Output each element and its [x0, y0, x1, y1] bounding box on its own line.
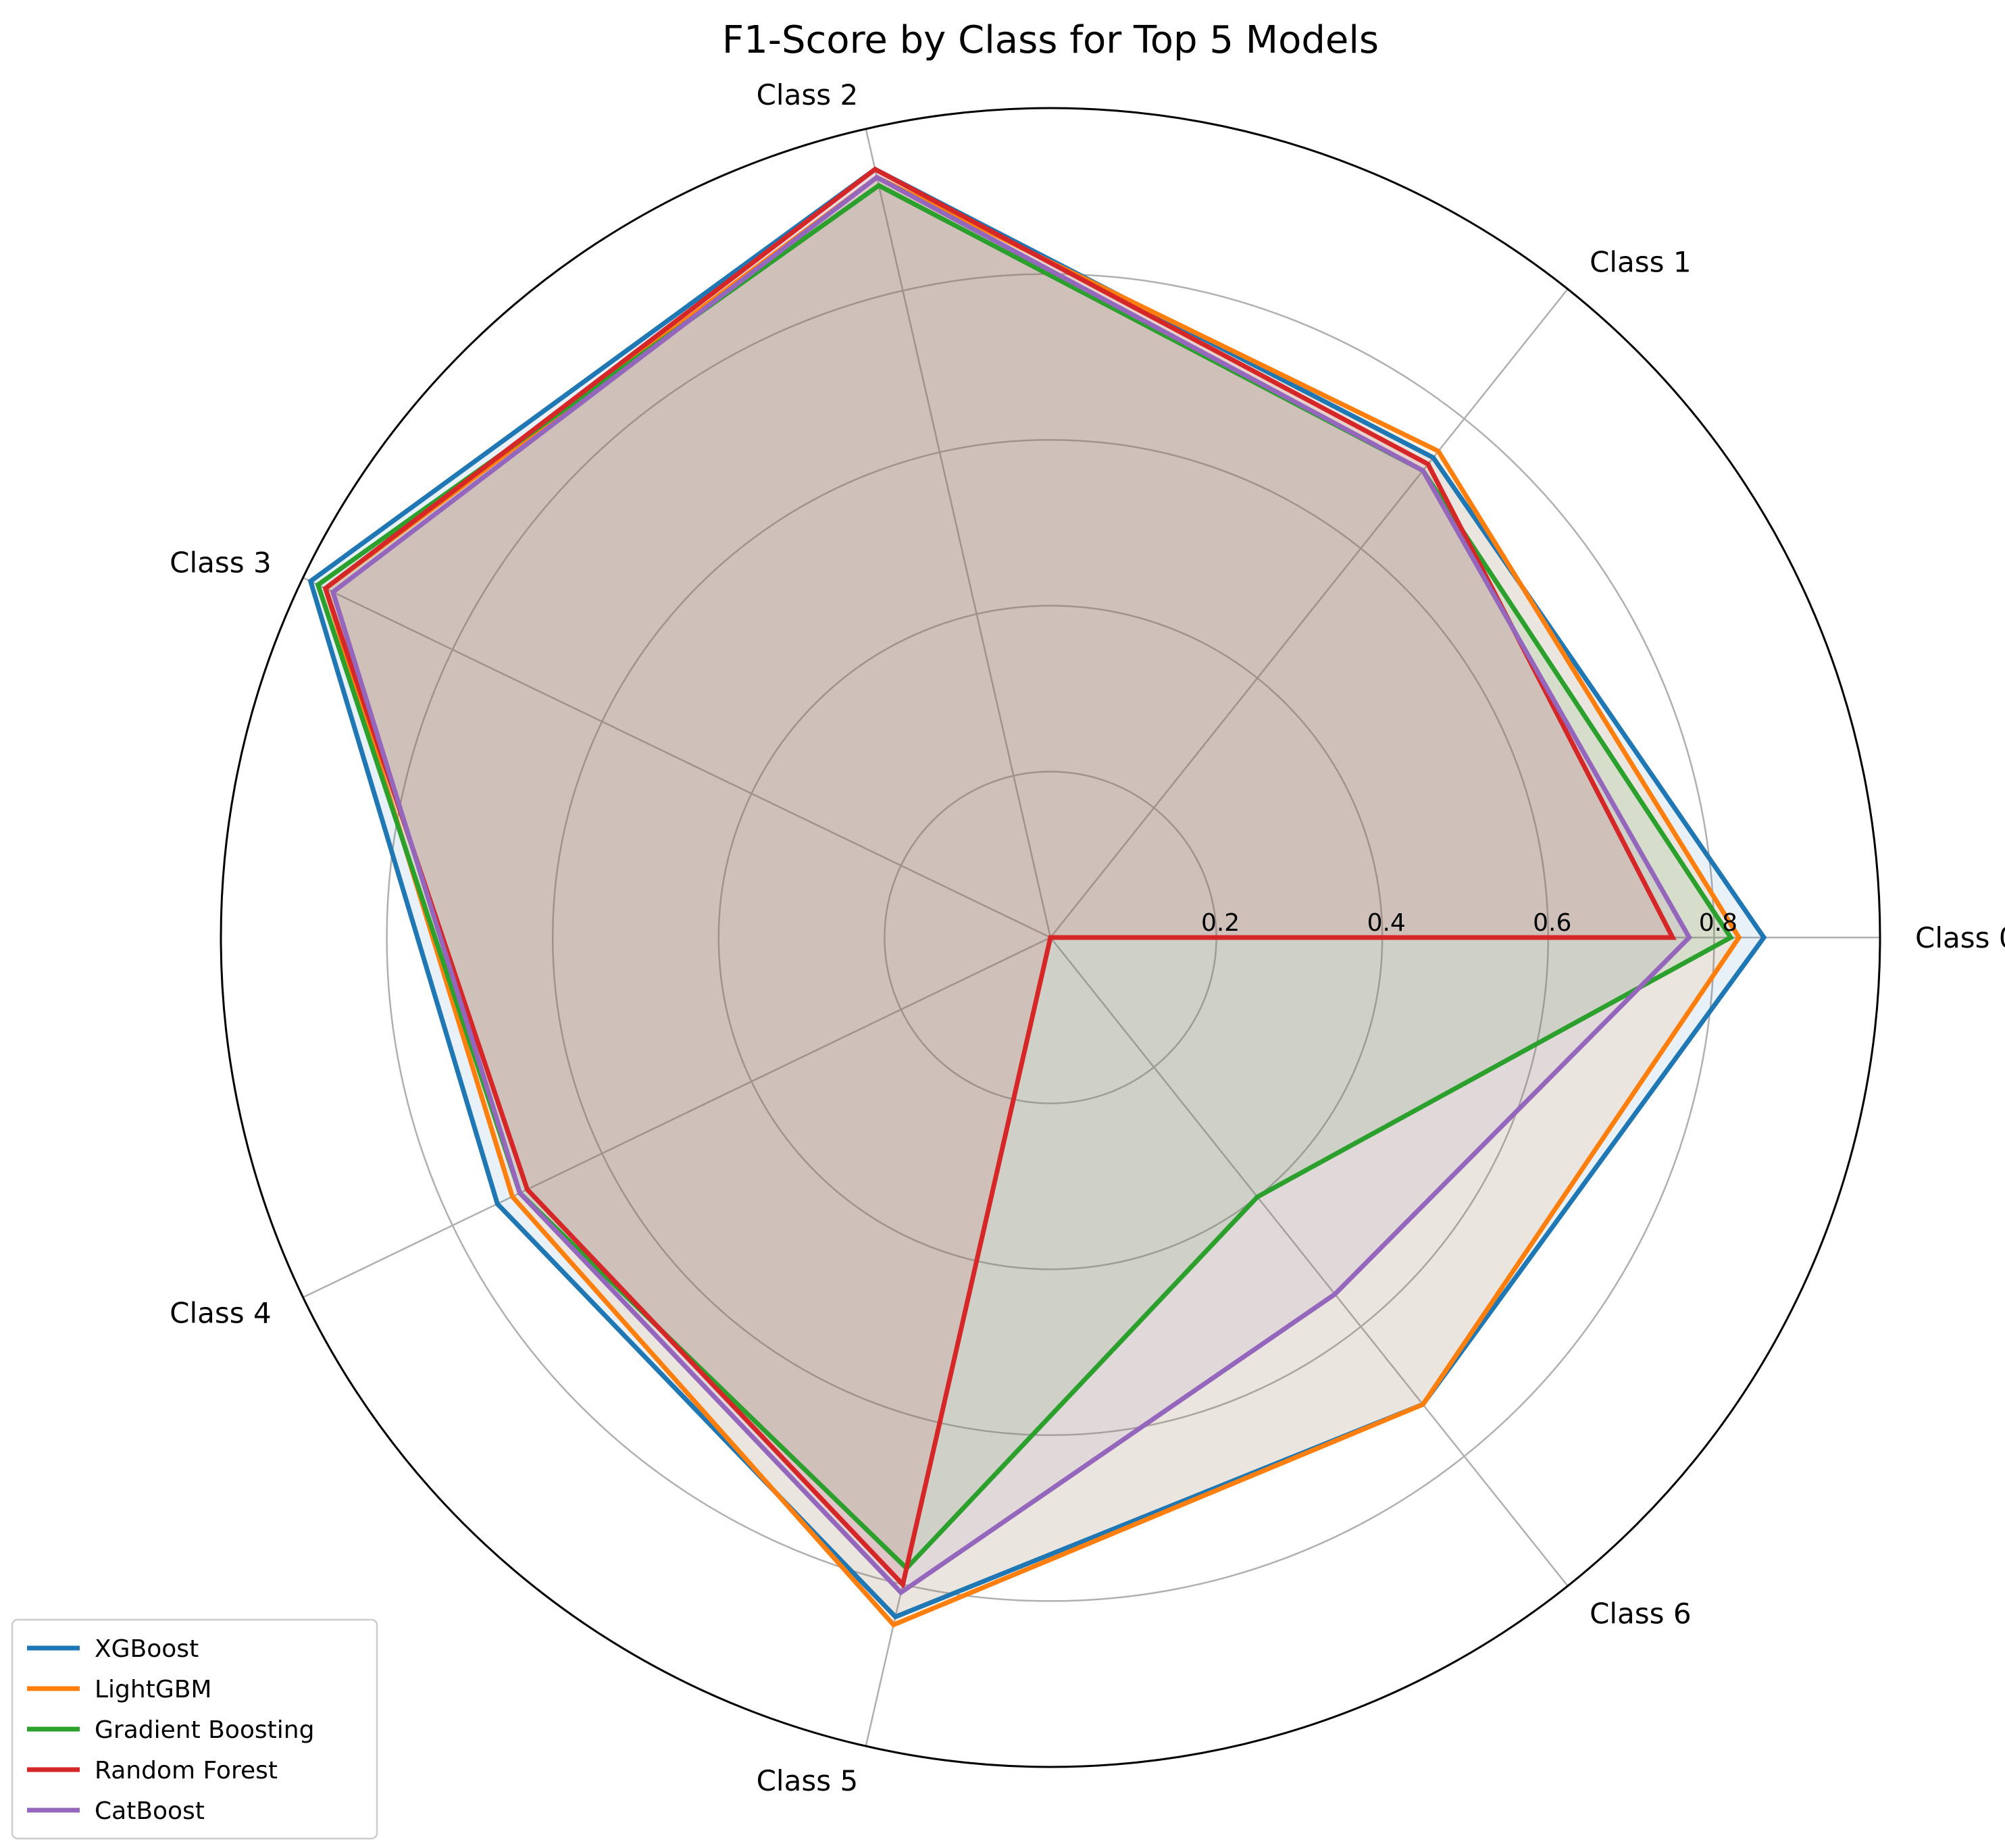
radial-tick-label: 0.4 — [1367, 909, 1406, 937]
spoke-3 — [303, 577, 1051, 939]
series-fill-1 — [325, 177, 1740, 1625]
radar-series — [307, 166, 1767, 1628]
category-label: Class 4 — [170, 1296, 272, 1329]
legend: XGBoost LightGBM Gradient Boosting Random F… — [11, 1618, 378, 1840]
legend-label-2: Gradient Boosting — [95, 1716, 314, 1744]
category-label: Class 3 — [170, 546, 272, 580]
series-line-4 — [330, 174, 1692, 1596]
chart-title: F1-Score by Class for Top 5 Models — [722, 18, 1379, 62]
outer-frame — [220, 107, 1881, 1768]
category-label: Class 1 — [1590, 245, 1692, 278]
radar-labels: 0.2 0.4 0.6 0.8 Class 0 Class 1 Class 2 Class 3… — [170, 78, 2005, 1797]
legend-box — [11, 1618, 378, 1840]
category-label: Class 6 — [1590, 1597, 1692, 1631]
radial-tick-label: 0.6 — [1533, 909, 1571, 937]
series-fill-3 — [325, 169, 1673, 1585]
radial-tick-label: 0.2 — [1201, 909, 1240, 937]
series-fill-0 — [310, 169, 1765, 1617]
legend-label-3: Random Forest — [95, 1757, 278, 1785]
series-fill-4 — [332, 177, 1690, 1593]
category-label: Class 2 — [757, 78, 859, 111]
spoke-4 — [303, 936, 1051, 1298]
radial-tick-label: 0.8 — [1699, 909, 1737, 937]
spoke-1 — [1050, 288, 1569, 938]
legend-label-4: CatBoost — [95, 1797, 205, 1825]
series-fill-2 — [318, 185, 1731, 1568]
spoke-6 — [1050, 937, 1569, 1587]
spoke-2 — [865, 128, 1052, 938]
category-label: Class 5 — [757, 1764, 859, 1797]
legend-label-1: LightGBM — [95, 1676, 212, 1703]
category-label: Class 0 — [1915, 921, 2005, 954]
legend-label-0: XGBoost — [95, 1635, 199, 1663]
